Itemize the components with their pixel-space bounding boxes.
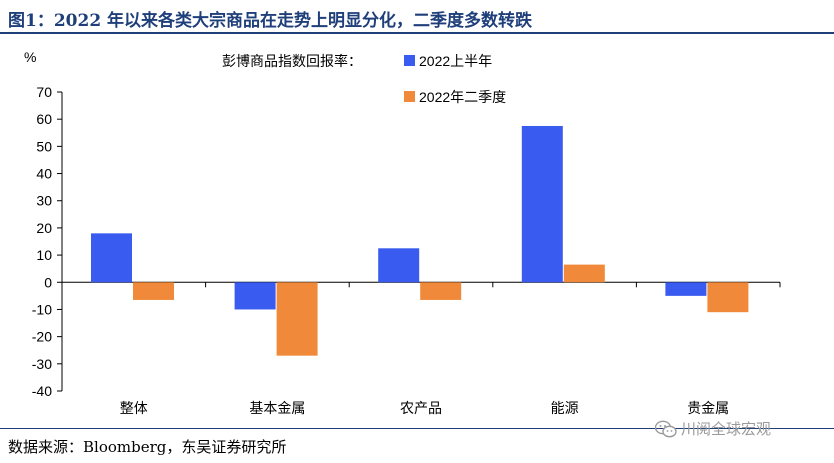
bar-q2 bbox=[276, 282, 318, 356]
bar-q2 bbox=[420, 282, 462, 300]
bar-h1 bbox=[665, 282, 707, 296]
category-label: 贵金属 bbox=[687, 401, 729, 417]
bar-h1 bbox=[378, 248, 420, 283]
legend-swatch bbox=[404, 91, 415, 102]
watermark: 川阅全球宏观 bbox=[655, 418, 771, 439]
y-tick-label: -30 bbox=[32, 356, 52, 372]
category-label: 能源 bbox=[551, 401, 579, 417]
y-tick-label: -40 bbox=[32, 383, 52, 399]
bar-h1 bbox=[521, 125, 563, 283]
watermark-text: 川阅全球宏观 bbox=[681, 420, 772, 438]
bar-h1 bbox=[91, 233, 132, 283]
legend-title: 彭博商品指数回报率： bbox=[222, 53, 362, 69]
y-tick-label: 60 bbox=[36, 111, 52, 127]
bars bbox=[91, 125, 749, 356]
y-tick-label: 30 bbox=[36, 193, 52, 209]
y-tick-label: 20 bbox=[36, 220, 52, 236]
y-tick-label: 50 bbox=[36, 138, 52, 154]
wechat-icon bbox=[655, 420, 677, 437]
x-axis bbox=[61, 281, 781, 288]
category-label: 整体 bbox=[120, 401, 148, 417]
y-axis: 70 60 50 40 30 20 10 0 -10 -20 -30 -40 bbox=[32, 84, 63, 399]
y-tick-label: -20 bbox=[32, 329, 52, 345]
legend-label: 2022年二季度 bbox=[419, 89, 506, 105]
bar-q2 bbox=[563, 264, 605, 283]
y-tick-label: 40 bbox=[36, 166, 52, 182]
y-axis-unit: % bbox=[24, 49, 36, 65]
figure-title: 图1：2022 年以来各类大宗商品在走势上明显分化，二季度多数转跌 bbox=[8, 11, 533, 31]
legend-swatch bbox=[404, 55, 415, 66]
bar-q2 bbox=[133, 282, 174, 300]
y-tick-label: 10 bbox=[36, 247, 52, 263]
category-labels: 整体 基本金属 农产品 能源 贵金属 bbox=[120, 400, 729, 417]
footer-divider bbox=[0, 428, 834, 429]
y-tick-label: -10 bbox=[32, 301, 52, 317]
category-label: 基本金属 bbox=[249, 400, 305, 417]
y-tick-label: 0 bbox=[44, 274, 52, 290]
category-label: 农产品 bbox=[400, 401, 442, 417]
legend-label: 2022上半年 bbox=[419, 53, 492, 69]
title-bar: 图1：2022 年以来各类大宗商品在走势上明显分化，二季度多数转跌 bbox=[0, 0, 834, 34]
bar-q2 bbox=[707, 282, 749, 313]
bar-h1 bbox=[234, 282, 276, 310]
y-tick-label: 70 bbox=[36, 84, 52, 100]
source-note: 数据来源：Bloomberg，东吴证券研究所 bbox=[8, 438, 287, 456]
bar-chart: 70 60 50 40 30 20 10 0 -10 -20 -30 -40 整体 基本金属 农产品 能源 贵… bbox=[24, 49, 781, 417]
legend: 2022上半年 2022年二季度 bbox=[404, 53, 506, 105]
